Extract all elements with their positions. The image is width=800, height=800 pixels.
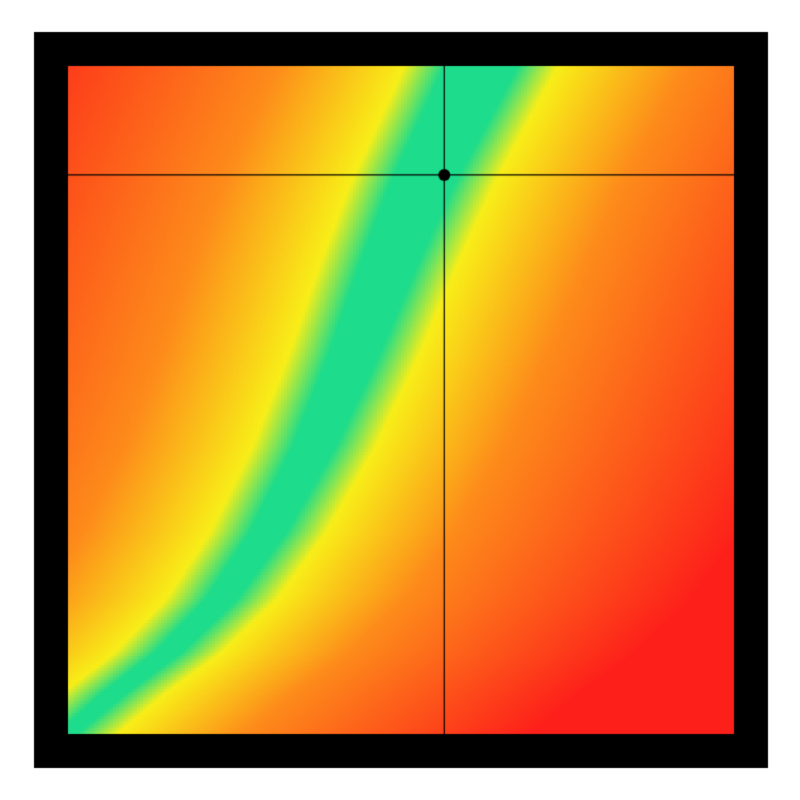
heatmap-canvas (0, 0, 800, 800)
chart-container: TheBottleneck.com (0, 0, 800, 800)
